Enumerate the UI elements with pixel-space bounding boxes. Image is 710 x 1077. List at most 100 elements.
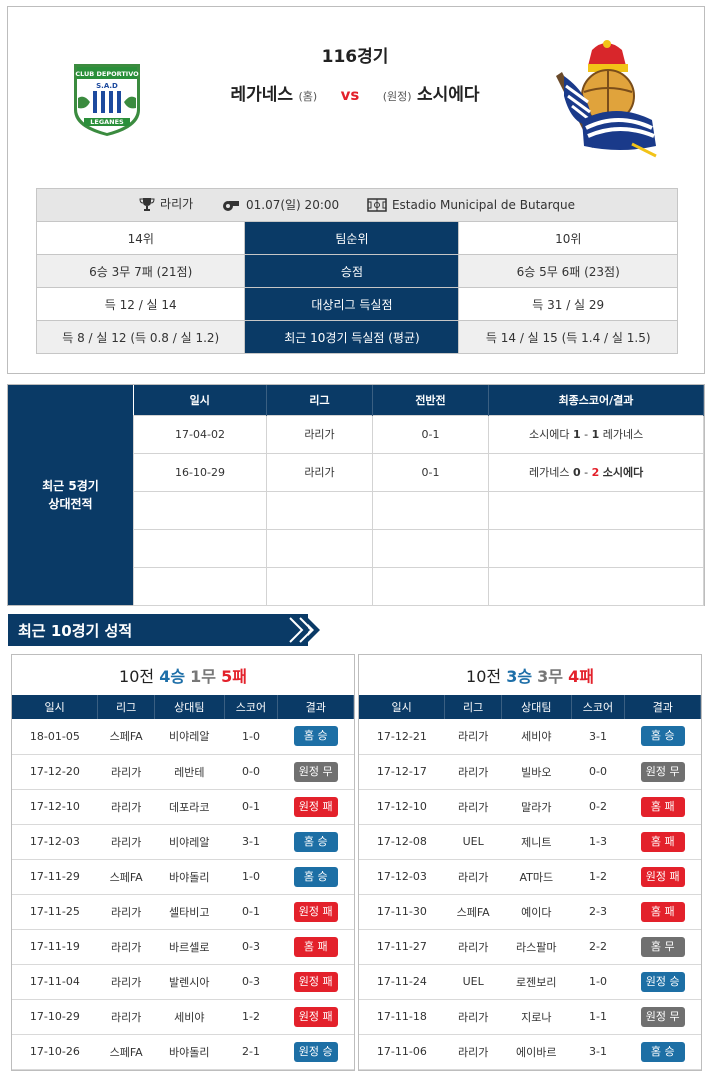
match-result-cell: 원정 무: [624, 999, 701, 1035]
match-league: 라리가: [97, 789, 155, 825]
h2h-league: 라리가: [266, 452, 373, 492]
away-tag: (원정): [382, 90, 412, 103]
match-date: 17-12-21: [359, 719, 445, 755]
table-row: 17-12-10 라리가 데포라코 0-1 원정 패: [12, 789, 354, 825]
match-league: 스페FA: [97, 719, 155, 755]
match-score: 0-3: [224, 929, 278, 965]
stat-row-points: 6승 3무 7패 (21점) 승점 6승 5무 6패 (23점): [35, 254, 678, 288]
home-stat: 득 12 / 실 14: [35, 287, 246, 321]
table-row: 16-10-29 라리가 0-1 레가네스 0 - 2 소시에다: [133, 452, 704, 492]
match-score: 0-2: [571, 789, 625, 825]
svg-text:S.A.D: S.A.D: [96, 82, 118, 90]
table-row: 17-12-10 라리가 말라가 0-2 홈 패: [359, 789, 701, 825]
col-opponent: 상대팀: [154, 695, 225, 719]
result-badge: 원정 패: [293, 796, 338, 817]
result-badge: 원정 패: [640, 866, 685, 887]
result-badge: 원정 무: [640, 1006, 685, 1027]
match-score: 1-1: [571, 999, 625, 1035]
table-row: 17-11-06 라리가 에이바르 3-1 홈 승: [359, 1034, 701, 1070]
h2h-half: 0-1: [372, 452, 489, 492]
match-league: 라리가: [444, 859, 502, 895]
svg-text:LEGANES: LEGANES: [90, 118, 124, 126]
h2h-right-team: 레가네스: [602, 428, 644, 441]
match-result-cell: 홈 승: [624, 719, 701, 755]
match-league: 라리가: [97, 824, 155, 860]
col-date: 일시: [12, 695, 99, 719]
home-team-name: 레가네스: [230, 85, 294, 105]
match-league: 라리가: [97, 929, 155, 965]
match-score: 3-1: [571, 719, 625, 755]
match-score: 3-1: [224, 824, 278, 860]
table-row: [133, 566, 704, 606]
result-badge: 홈 패: [640, 901, 685, 922]
result-badge: 원정 패: [293, 1006, 338, 1027]
result-badge: 원정 무: [293, 761, 338, 782]
result-badge: 홈 패: [293, 936, 338, 957]
match-opponent: 세비야: [154, 999, 225, 1035]
match-opponent: 바르셀로: [154, 929, 225, 965]
match-league: 라리가: [444, 719, 502, 755]
match-date: 17-12-17: [359, 754, 445, 790]
match-score: 0-0: [224, 754, 278, 790]
table-row: 17-04-02 라리가 0-1 소시에다 1 - 1 레가네스: [133, 414, 704, 454]
datetime-meta: 01.07(일) 20:00: [221, 196, 339, 213]
match-opponent: 비야레알: [154, 719, 225, 755]
match-result-cell: 홈 승: [277, 719, 354, 755]
result-badge: 홈 무: [640, 936, 685, 957]
table-row: 17-12-21 라리가 세비야 3-1 홈 승: [359, 719, 701, 755]
summary-prefix: 10전: [119, 667, 155, 686]
match-result-cell: 홈 패: [624, 894, 701, 930]
match-league: 라리가: [444, 999, 502, 1035]
teams-line: 레가네스 (홈) vs (원정) 소시에다: [0, 80, 710, 105]
match-date: 17-11-06: [359, 1034, 445, 1070]
match-league: 스페FA: [97, 859, 155, 895]
h2h-left-team: 소시에다: [529, 428, 570, 441]
league-meta: 라리가: [139, 195, 193, 212]
match-result-cell: 홈 패: [624, 824, 701, 860]
match-score: 2-1: [224, 1034, 278, 1070]
stat-label: 최근 10경기 득실점 (평균): [244, 320, 460, 354]
match-result-cell: 홈 패: [624, 789, 701, 825]
h2h-date: 16-10-29: [133, 452, 267, 492]
pitch-icon: [367, 198, 387, 212]
match-league: 스페FA: [97, 1034, 155, 1070]
match-score: 1-0: [224, 859, 278, 895]
match-date: 17-11-04: [12, 964, 98, 1000]
match-opponent: 빌바오: [501, 754, 572, 790]
h2h-right-team: 소시에다: [602, 466, 644, 479]
table-row: 17-11-04 라리가 발렌시아 0-3 원정 패: [12, 964, 354, 1000]
table-row: 17-11-24 UEL 로젠보리 1-0 원정 승: [359, 964, 701, 1000]
match-result-cell: 원정 패: [277, 894, 354, 930]
match-result-cell: 홈 승: [277, 824, 354, 860]
col-date: 일시: [359, 695, 446, 719]
match-date: 17-11-27: [359, 929, 445, 965]
table-row: [133, 490, 704, 530]
match-score: 3-1: [571, 1034, 625, 1070]
col-score: 스코어: [571, 695, 626, 719]
match-score: 2-3: [571, 894, 625, 930]
match-league: 라리가: [444, 1034, 502, 1070]
h2h-label: 최근 5경기 상대전적: [8, 385, 133, 605]
away-team-logo: [552, 36, 660, 160]
result-badge: 홈 승: [640, 1041, 685, 1062]
h2h-left-score: 0: [572, 466, 581, 479]
match-opponent: 레반테: [154, 754, 225, 790]
h2h-league: 라리가: [266, 414, 373, 454]
match-result-cell: 원정 패: [277, 999, 354, 1035]
home-team-logo: CLUB DEPORTIVO S.A.D LEGANES: [66, 58, 148, 138]
h2h-date: 17-04-02: [133, 414, 267, 454]
match-opponent: 라스팔마: [501, 929, 572, 965]
h2h-col-half: 전반전: [372, 385, 489, 415]
recent-home-summary: 10전 4승 1무 5패: [12, 655, 354, 695]
home-tag: (홈): [298, 90, 318, 103]
match-league: 라리가: [97, 754, 155, 790]
recent-section-title: 최근 10경기 성적: [8, 614, 308, 646]
table-row: 17-10-29 라리가 세비야 1-2 원정 패: [12, 999, 354, 1035]
match-date: 18-01-05: [12, 719, 98, 755]
h2h-right-score: 1: [591, 428, 600, 441]
match-score: 1-2: [571, 859, 625, 895]
recent-away-panel: 10전 3승 3무 4패 일시 리그 상대팀 스코어 결과 17-12-21 라리…: [358, 654, 702, 1071]
result-badge: 홈 승: [293, 726, 338, 747]
table-row: 18-01-05 스페FA 비야레알 1-0 홈 승: [12, 719, 354, 755]
